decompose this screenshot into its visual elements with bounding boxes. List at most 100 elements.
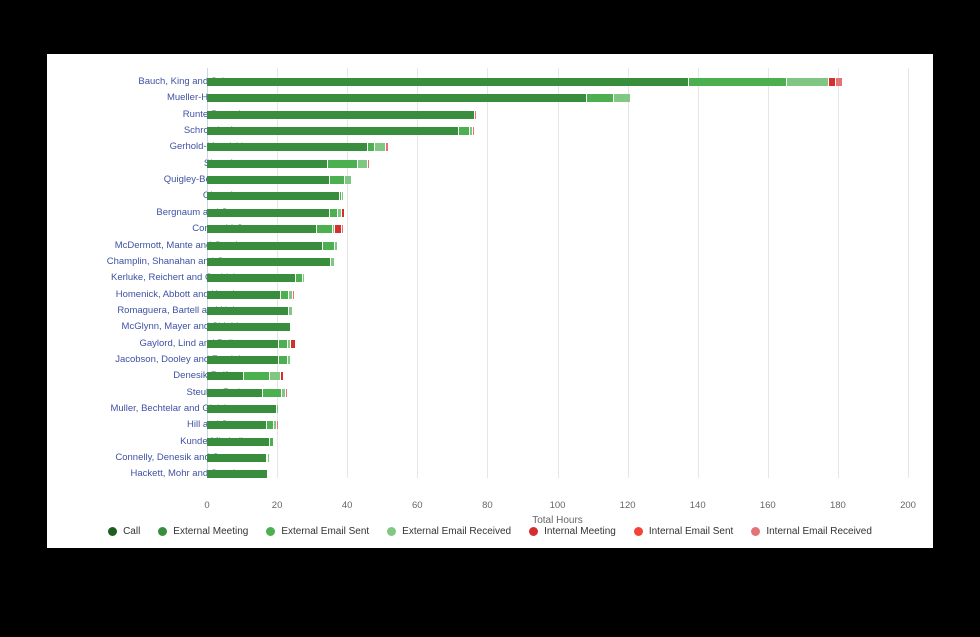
- bar-segment[interactable]: [287, 355, 292, 364]
- bar-row[interactable]: [207, 159, 370, 168]
- bar-row[interactable]: [207, 290, 295, 299]
- bar-segment[interactable]: [340, 192, 342, 201]
- bar-segment[interactable]: [291, 339, 297, 348]
- bar-row[interactable]: [207, 241, 339, 250]
- bar-segment[interactable]: [341, 225, 344, 234]
- legend-item[interactable]: Call: [108, 526, 140, 537]
- bar-segment[interactable]: [280, 372, 285, 381]
- bar-row[interactable]: [207, 355, 292, 364]
- bar-segment[interactable]: [207, 192, 341, 201]
- bar-segment[interactable]: [207, 143, 369, 152]
- bar-segment[interactable]: [385, 143, 390, 152]
- bar-segment[interactable]: [207, 225, 318, 234]
- bar-segment[interactable]: [333, 225, 335, 234]
- bar-segment[interactable]: [278, 339, 288, 348]
- bar-segment[interactable]: [207, 306, 290, 315]
- bar-segment[interactable]: [207, 421, 267, 430]
- bar-row[interactable]: [207, 78, 844, 86]
- bar-segment[interactable]: [317, 225, 334, 234]
- bar-row[interactable]: [207, 192, 344, 201]
- bar-segment[interactable]: [357, 159, 369, 168]
- bar-row[interactable]: [207, 143, 390, 152]
- bar-segment[interactable]: [207, 355, 279, 364]
- bar-row[interactable]: [207, 257, 335, 266]
- bar-segment[interactable]: [285, 388, 288, 397]
- bar-segment[interactable]: [475, 110, 477, 119]
- bar-segment[interactable]: [207, 290, 281, 299]
- bar-segment[interactable]: [263, 388, 283, 397]
- bar-segment[interactable]: [338, 208, 342, 217]
- bar-segment[interactable]: [270, 437, 274, 446]
- bar-row[interactable]: [207, 274, 306, 283]
- bar-segment[interactable]: [322, 241, 335, 250]
- bar-segment[interactable]: [207, 78, 689, 86]
- bar-segment[interactable]: [266, 454, 269, 463]
- bar-segment[interactable]: [289, 306, 293, 315]
- bar-segment[interactable]: [207, 405, 278, 413]
- bar-segment[interactable]: [243, 372, 271, 381]
- bar-row[interactable]: [207, 437, 276, 446]
- legend-item[interactable]: Internal Email Sent: [633, 526, 733, 537]
- bar-segment[interactable]: [836, 78, 844, 86]
- bar-segment[interactable]: [829, 78, 837, 86]
- bar-segment[interactable]: [787, 78, 830, 86]
- legend-item[interactable]: Internal Email Received: [751, 526, 872, 537]
- bar-segment[interactable]: [368, 143, 376, 152]
- bar-segment[interactable]: [368, 159, 370, 168]
- bar-segment[interactable]: [280, 290, 290, 299]
- bar-row[interactable]: [207, 94, 632, 103]
- bar-segment[interactable]: [292, 290, 295, 299]
- bar-segment[interactable]: [207, 159, 328, 168]
- bar-row[interactable]: [207, 388, 288, 397]
- bar-segment[interactable]: [613, 94, 632, 103]
- bar-segment[interactable]: [282, 388, 286, 397]
- bar-segment[interactable]: [303, 274, 306, 283]
- bar-segment[interactable]: [207, 372, 244, 381]
- bar-row[interactable]: [207, 208, 346, 217]
- bar-segment[interactable]: [207, 388, 264, 397]
- bar-segment[interactable]: [341, 208, 346, 217]
- bar-row[interactable]: [207, 225, 344, 234]
- bar-row[interactable]: [207, 110, 477, 119]
- bar-segment[interactable]: [334, 225, 342, 234]
- bar-segment[interactable]: [207, 257, 332, 266]
- bar-row[interactable]: [207, 339, 297, 348]
- bar-segment[interactable]: [207, 176, 330, 185]
- legend-item[interactable]: Internal Meeting: [529, 526, 616, 537]
- bar-segment[interactable]: [277, 405, 279, 413]
- legend-item[interactable]: External Meeting: [158, 526, 248, 537]
- bar-row[interactable]: [207, 127, 476, 136]
- bar-segment[interactable]: [266, 421, 274, 430]
- bar-row[interactable]: [207, 454, 271, 463]
- bar-segment[interactable]: [329, 176, 346, 185]
- bar-segment[interactable]: [207, 339, 279, 348]
- bar-segment[interactable]: [207, 454, 267, 463]
- bar-segment[interactable]: [459, 127, 470, 136]
- bar-row[interactable]: [207, 323, 292, 332]
- bar-segment[interactable]: [278, 355, 288, 364]
- bar-segment[interactable]: [207, 208, 330, 217]
- bar-segment[interactable]: [207, 323, 292, 332]
- bar-segment[interactable]: [207, 274, 297, 283]
- bar-row[interactable]: [207, 470, 269, 479]
- bar-segment[interactable]: [329, 208, 339, 217]
- bar-segment[interactable]: [268, 454, 271, 463]
- bar-segment[interactable]: [207, 110, 476, 119]
- bar-row[interactable]: [207, 306, 293, 315]
- bar-segment[interactable]: [207, 127, 460, 136]
- bar-segment[interactable]: [207, 470, 269, 479]
- bar-segment[interactable]: [289, 290, 293, 299]
- bar-segment[interactable]: [334, 241, 339, 250]
- bar-segment[interactable]: [331, 257, 335, 266]
- bar-segment[interactable]: [207, 241, 323, 250]
- bar-segment[interactable]: [296, 274, 304, 283]
- bar-row[interactable]: [207, 176, 353, 185]
- bar-segment[interactable]: [375, 143, 386, 152]
- bar-segment[interactable]: [287, 339, 292, 348]
- bar-segment[interactable]: [469, 127, 474, 136]
- bar-segment[interactable]: [587, 94, 614, 103]
- bar-segment[interactable]: [207, 94, 588, 103]
- bar-segment[interactable]: [273, 421, 278, 430]
- bar-segment[interactable]: [345, 176, 353, 185]
- bar-segment[interactable]: [273, 437, 276, 446]
